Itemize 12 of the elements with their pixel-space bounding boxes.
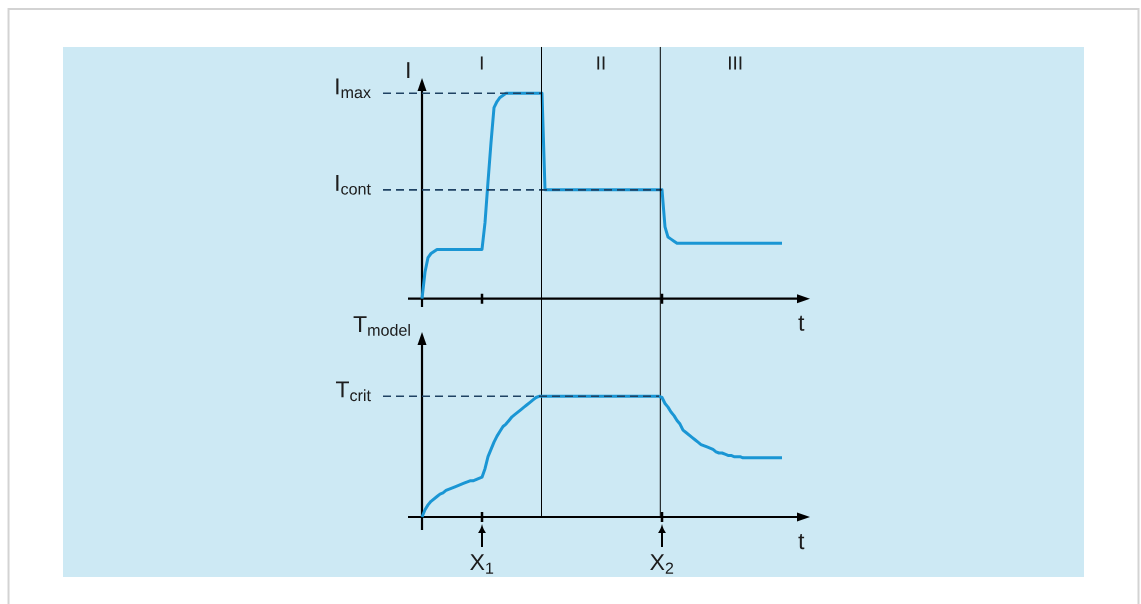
- ref-line-label: T$_{crit}$: [335, 381, 371, 402]
- x-axis-title: t: [798, 315, 805, 331]
- y-axis-title: I: [407, 62, 410, 78]
- text: III: [728, 56, 742, 70]
- ref-line-label: I$_{cont}$: [336, 175, 371, 195]
- x-tick-label: X$_{1}$: [470, 554, 494, 574]
- ref-line-label: I$_{max}$: [336, 78, 371, 99]
- y-axis-title: T$_{model}$: [353, 316, 410, 336]
- text: I: [480, 56, 483, 70]
- x-axis-title: t: [798, 534, 805, 550]
- x-tick-label: X$_{2}$: [650, 554, 674, 574]
- text: II: [597, 56, 605, 70]
